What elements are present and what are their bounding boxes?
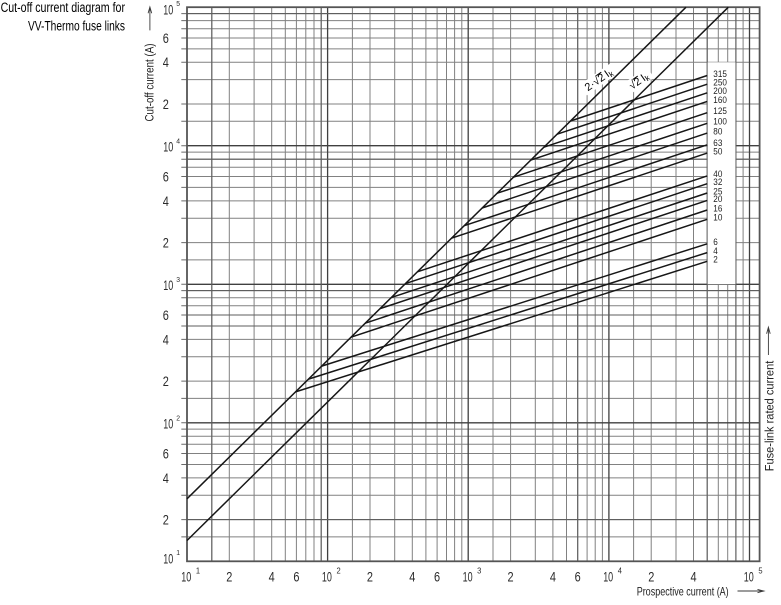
svg-text:VV-Thermo fuse links: VV-Thermo fuse links <box>28 19 125 34</box>
svg-text:3: 3 <box>477 565 481 575</box>
svg-text:6: 6 <box>163 446 169 461</box>
svg-text:6: 6 <box>293 570 299 585</box>
svg-text:10: 10 <box>463 570 473 585</box>
svg-text:3: 3 <box>176 275 180 284</box>
svg-text:4: 4 <box>550 570 556 585</box>
svg-text:Prospective current (A): Prospective current (A) <box>637 585 729 599</box>
svg-text:5: 5 <box>176 0 180 8</box>
svg-text:4: 4 <box>618 565 622 575</box>
svg-text:4: 4 <box>163 332 169 347</box>
svg-text:250: 250 <box>713 78 727 89</box>
svg-text:80: 80 <box>713 126 722 137</box>
svg-text:10: 10 <box>181 570 191 585</box>
svg-text:4: 4 <box>163 55 169 70</box>
svg-text:2: 2 <box>713 255 718 266</box>
svg-text:10: 10 <box>163 140 173 155</box>
svg-text:2: 2 <box>163 374 169 389</box>
svg-text:4: 4 <box>713 246 718 257</box>
svg-text:2: 2 <box>163 513 169 528</box>
svg-text:4: 4 <box>163 471 169 486</box>
svg-text:4: 4 <box>691 570 697 585</box>
svg-text:2: 2 <box>337 565 341 575</box>
svg-text:16: 16 <box>713 203 722 214</box>
svg-text:100: 100 <box>713 117 727 128</box>
svg-text:10: 10 <box>163 551 173 566</box>
svg-text:50: 50 <box>713 146 722 157</box>
svg-text:10: 10 <box>713 213 722 224</box>
svg-text:20: 20 <box>713 194 722 205</box>
svg-text:6: 6 <box>713 237 718 248</box>
svg-text:2: 2 <box>367 570 373 585</box>
svg-text:10: 10 <box>603 570 613 585</box>
svg-text:4: 4 <box>176 136 180 145</box>
svg-text:4: 4 <box>409 570 415 585</box>
svg-text:10: 10 <box>163 2 173 17</box>
svg-text:315: 315 <box>713 69 727 80</box>
svg-text:10: 10 <box>163 417 173 432</box>
svg-text:25: 25 <box>713 186 722 197</box>
svg-text:63: 63 <box>713 138 722 149</box>
svg-text:6: 6 <box>163 169 169 184</box>
svg-text:6: 6 <box>434 570 440 585</box>
svg-text:2: 2 <box>508 570 514 585</box>
svg-text:6: 6 <box>163 31 169 46</box>
svg-text:5: 5 <box>758 565 762 575</box>
svg-text:10: 10 <box>744 570 754 585</box>
svg-text:Cut-off current diagram for: Cut-off current diagram for <box>1 0 126 15</box>
svg-text:1: 1 <box>176 548 180 557</box>
svg-text:2: 2 <box>226 570 232 585</box>
svg-text:160: 160 <box>713 95 727 106</box>
svg-text:40: 40 <box>713 169 722 180</box>
svg-text:4: 4 <box>163 194 169 209</box>
svg-text:32: 32 <box>713 177 722 188</box>
svg-text:6: 6 <box>163 308 169 323</box>
svg-text:6: 6 <box>575 570 581 585</box>
svg-text:Fuse-link rated current: Fuse-link rated current <box>764 360 776 471</box>
svg-text:10: 10 <box>322 570 332 585</box>
svg-text:2: 2 <box>163 97 169 112</box>
svg-text:2: 2 <box>176 413 180 422</box>
svg-text:4: 4 <box>269 570 275 585</box>
svg-text:1: 1 <box>196 565 200 575</box>
svg-text:2: 2 <box>163 236 169 251</box>
svg-text:200: 200 <box>713 86 727 97</box>
svg-text:2: 2 <box>648 570 654 585</box>
svg-text:10: 10 <box>163 278 173 293</box>
svg-text:125: 125 <box>713 106 727 117</box>
svg-text:Cut-off current (A): Cut-off current (A) <box>145 43 157 121</box>
